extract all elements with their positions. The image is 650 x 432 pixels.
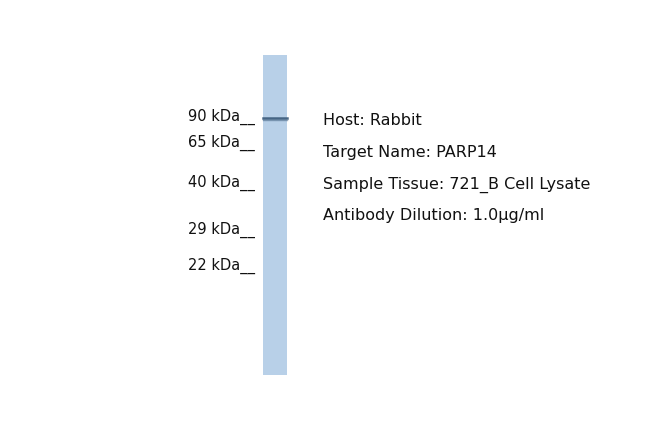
Text: 65 kDa__: 65 kDa__ — [188, 135, 255, 152]
Text: Antibody Dilution: 1.0μg/ml: Antibody Dilution: 1.0μg/ml — [323, 208, 544, 223]
Text: 29 kDa__: 29 kDa__ — [188, 222, 255, 238]
Text: Host: Rabbit: Host: Rabbit — [323, 113, 422, 128]
Text: Target Name: PARP14: Target Name: PARP14 — [323, 145, 497, 160]
Text: 90 kDa__: 90 kDa__ — [188, 108, 255, 125]
Text: 40 kDa__: 40 kDa__ — [188, 175, 255, 191]
Text: 22 kDa__: 22 kDa__ — [188, 258, 255, 274]
Bar — [263, 55, 287, 375]
Text: Sample Tissue: 721_B Cell Lysate: Sample Tissue: 721_B Cell Lysate — [323, 177, 590, 193]
